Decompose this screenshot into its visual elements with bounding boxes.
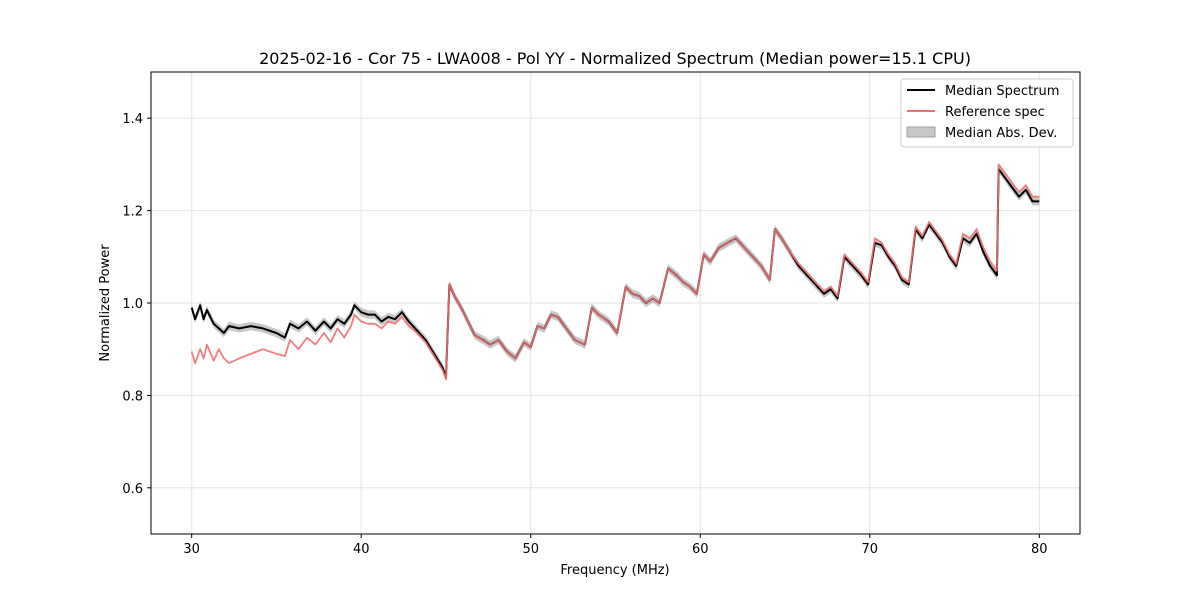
chart-title: 2025-02-16 - Cor 75 - LWA008 - Pol YY - … xyxy=(259,49,971,68)
x-tick-label: 40 xyxy=(353,542,370,557)
y-tick-label: 0.6 xyxy=(122,482,143,497)
x-tick-label: 60 xyxy=(692,542,709,557)
x-tick-label: 30 xyxy=(183,542,200,557)
series-layer xyxy=(190,163,1040,381)
reference-spectrum-line xyxy=(190,163,1040,381)
x-tick-label: 50 xyxy=(522,542,539,557)
x-tick-label: 80 xyxy=(1031,542,1048,557)
legend-label-mad: Median Abs. Dev. xyxy=(945,126,1057,141)
y-tick-label: 1.0 xyxy=(122,297,143,312)
legend-box xyxy=(900,78,1074,148)
axis-ticks: 30 40 50 60 70 80 0.6 0.8 1.0 1.2 1.4 xyxy=(122,112,1047,557)
legend-label-median: Median Spectrum xyxy=(945,84,1059,99)
x-axis-label: Frequency (MHz) xyxy=(560,563,669,578)
legend-label-reference: Reference spec xyxy=(945,105,1045,120)
y-tick-label: 0.8 xyxy=(122,389,143,404)
y-tick-label: 1.4 xyxy=(122,112,143,127)
legend-swatch-mad xyxy=(906,126,936,138)
y-tick-label: 1.2 xyxy=(122,205,143,220)
x-tick-label: 70 xyxy=(862,542,879,557)
y-axis-label: Normalized Power xyxy=(98,244,113,362)
legend: Median Spectrum Reference spec Median Ab… xyxy=(900,78,1074,148)
